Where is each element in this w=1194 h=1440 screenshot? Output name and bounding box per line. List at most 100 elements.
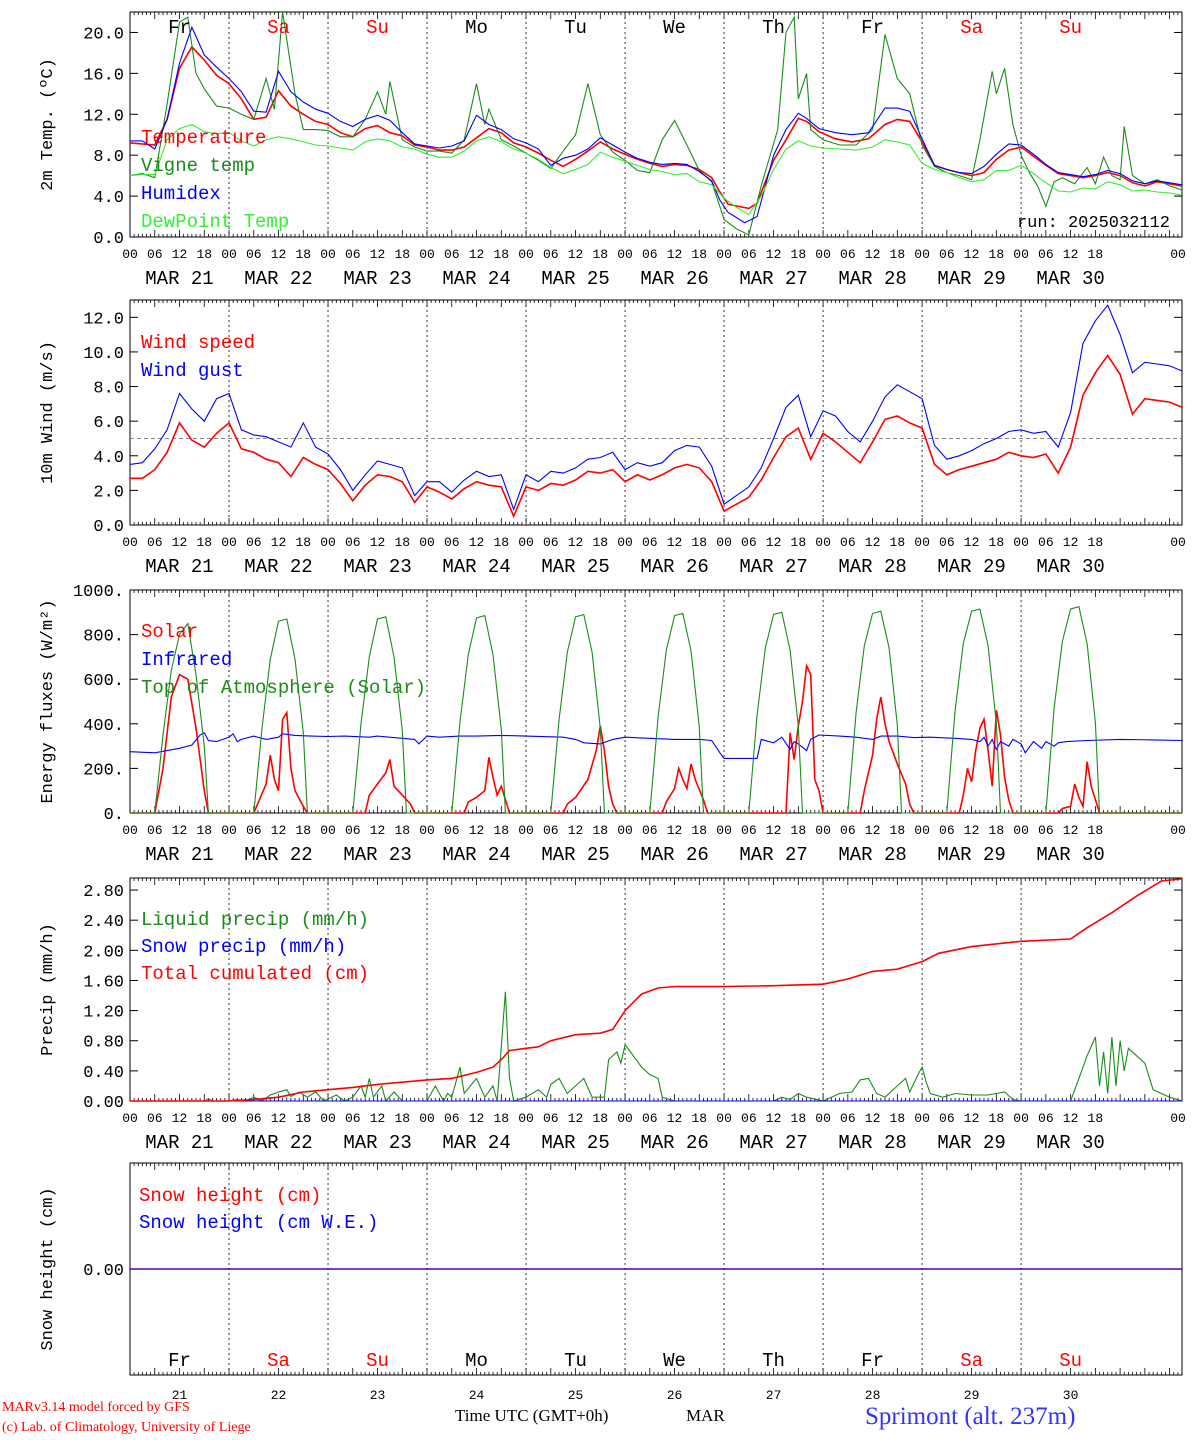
y-tick-label: 20.0 — [83, 25, 124, 44]
hour-tick-label: 00 — [1013, 1111, 1029, 1126]
date-label: MAR 24 — [442, 1132, 510, 1154]
series-line-humidex — [130, 25, 1183, 224]
hour-tick-label: 18 — [791, 535, 807, 550]
hour-tick-label: 18 — [989, 247, 1005, 262]
weekday-label: Fr — [168, 1350, 191, 1372]
y-tick-label: 0.80 — [83, 1034, 124, 1053]
date-label: MAR 25 — [541, 844, 609, 866]
legend-entry: Solar — [141, 621, 198, 643]
legend-entry: Snow height (cm W.E.) — [139, 1212, 378, 1234]
hour-tick-label: 06 — [543, 1111, 559, 1126]
hour-tick-label: 06 — [642, 247, 658, 262]
hour-tick-label: 12 — [766, 823, 782, 838]
hour-tick-label: 00 — [122, 1111, 138, 1126]
hour-tick-label: 00 — [221, 823, 237, 838]
date-label: MAR 27 — [739, 556, 807, 578]
date-label: MAR 21 — [145, 844, 213, 866]
hour-tick-label: 18 — [394, 535, 410, 550]
hour-tick-label: 06 — [939, 823, 955, 838]
hour-tick-label: 06 — [1038, 1111, 1054, 1126]
date-label: MAR 28 — [838, 844, 906, 866]
run-annotation: run: 2025032112 — [1017, 214, 1170, 233]
hour-tick-label: 18 — [692, 1111, 708, 1126]
weekday-label: Sa — [267, 1350, 290, 1372]
hour-tick-label: 18 — [493, 535, 509, 550]
hour-tick-label: 00 — [716, 1111, 732, 1126]
hour-tick-label: 00 — [419, 1111, 435, 1126]
hour-tick-label: 06 — [147, 535, 163, 550]
hour-tick-label: 06 — [444, 247, 460, 262]
day-number-label: 30 — [1063, 1388, 1079, 1403]
hour-tick-label: 12 — [370, 823, 386, 838]
date-label: MAR 25 — [541, 268, 609, 290]
hour-tick-label: 06 — [543, 535, 559, 550]
y-tick-label: 10.0 — [83, 345, 124, 364]
hour-tick-label: 00 — [320, 823, 336, 838]
hour-tick-label: 18 — [1088, 247, 1104, 262]
y-tick-label: 0.0 — [93, 230, 124, 249]
hour-tick-label: 06 — [1038, 823, 1054, 838]
hour-tick-label: 06 — [147, 247, 163, 262]
hour-tick-label: 18 — [394, 1111, 410, 1126]
hour-tick-label: 12 — [568, 823, 584, 838]
date-label: MAR 28 — [838, 268, 906, 290]
hour-tick-label: 12 — [964, 1111, 980, 1126]
date-label: MAR 30 — [1036, 268, 1104, 290]
hour-tick-label: 18 — [196, 1111, 212, 1126]
y-tick-label: 6.0 — [93, 414, 124, 433]
date-label: MAR 29 — [937, 1132, 1005, 1154]
hour-tick-label: 18 — [196, 247, 212, 262]
hour-tick-label: 00 — [1170, 247, 1186, 262]
hour-tick-label: 18 — [593, 535, 609, 550]
date-label: MAR 26 — [640, 844, 708, 866]
y-tick-label: 1.60 — [83, 973, 124, 992]
hour-tick-label: 12 — [271, 535, 287, 550]
hour-tick-label: 00 — [320, 535, 336, 550]
y-tick-label: 2.80 — [83, 883, 124, 902]
weekday-label: Tu — [564, 17, 587, 39]
series-line-top-of-atmosphere-solar — [130, 606, 1182, 814]
hour-tick-label: 06 — [741, 535, 757, 550]
hour-tick-label: 12 — [172, 1111, 188, 1126]
date-label: MAR 22 — [244, 556, 312, 578]
hour-tick-label: 00 — [122, 535, 138, 550]
hour-tick-label: 12 — [469, 1111, 485, 1126]
hour-tick-label: 00 — [815, 535, 831, 550]
hour-tick-label: 06 — [939, 535, 955, 550]
hour-tick-label: 06 — [1038, 535, 1054, 550]
y-tick-label: 2.0 — [93, 483, 124, 502]
date-label: MAR 23 — [343, 844, 411, 866]
hour-tick-label: 00 — [716, 823, 732, 838]
weekday-label: Fr — [168, 17, 191, 39]
weekday-label: Sa — [960, 17, 983, 39]
hour-tick-label: 06 — [741, 247, 757, 262]
hour-tick-label: 18 — [989, 1111, 1005, 1126]
hour-tick-label: 12 — [667, 247, 683, 262]
series-line-temperature — [129, 45, 1183, 210]
panel-3: 0. 200. 400. 600. 800. 1000. Energy fluxes (W/… — [39, 583, 1186, 866]
day-number-label: 25 — [568, 1388, 584, 1403]
hour-tick-label: 06 — [345, 1111, 361, 1126]
copyright-credit: (c) Lab. of Climatology, University of L… — [2, 1420, 251, 1435]
hour-tick-label: 18 — [890, 247, 906, 262]
series-line-dewpoint-temp — [129, 123, 1183, 216]
y-tick-label: 0. — [104, 806, 124, 825]
date-label: MAR 29 — [937, 268, 1005, 290]
hour-tick-label: 06 — [741, 823, 757, 838]
model-credit: MARv3.14 model forced by GFS — [2, 1400, 190, 1415]
panel-frame — [129, 299, 1183, 526]
weekday-label: Su — [366, 17, 389, 39]
hour-tick-label: 00 — [518, 535, 534, 550]
hour-tick-label: 18 — [394, 823, 410, 838]
hour-tick-label: 00 — [221, 535, 237, 550]
hour-tick-label: 06 — [345, 535, 361, 550]
y-axis-label: Energy fluxes (W/m²) — [39, 599, 58, 803]
hour-tick-label: 00 — [419, 247, 435, 262]
series-line-infrared — [129, 731, 1183, 759]
month-label: MAR — [686, 1406, 725, 1425]
y-tick-label: 1.20 — [83, 1004, 124, 1023]
date-label: MAR 25 — [541, 1132, 609, 1154]
date-label: MAR 24 — [442, 268, 510, 290]
hour-tick-label: 18 — [791, 1111, 807, 1126]
